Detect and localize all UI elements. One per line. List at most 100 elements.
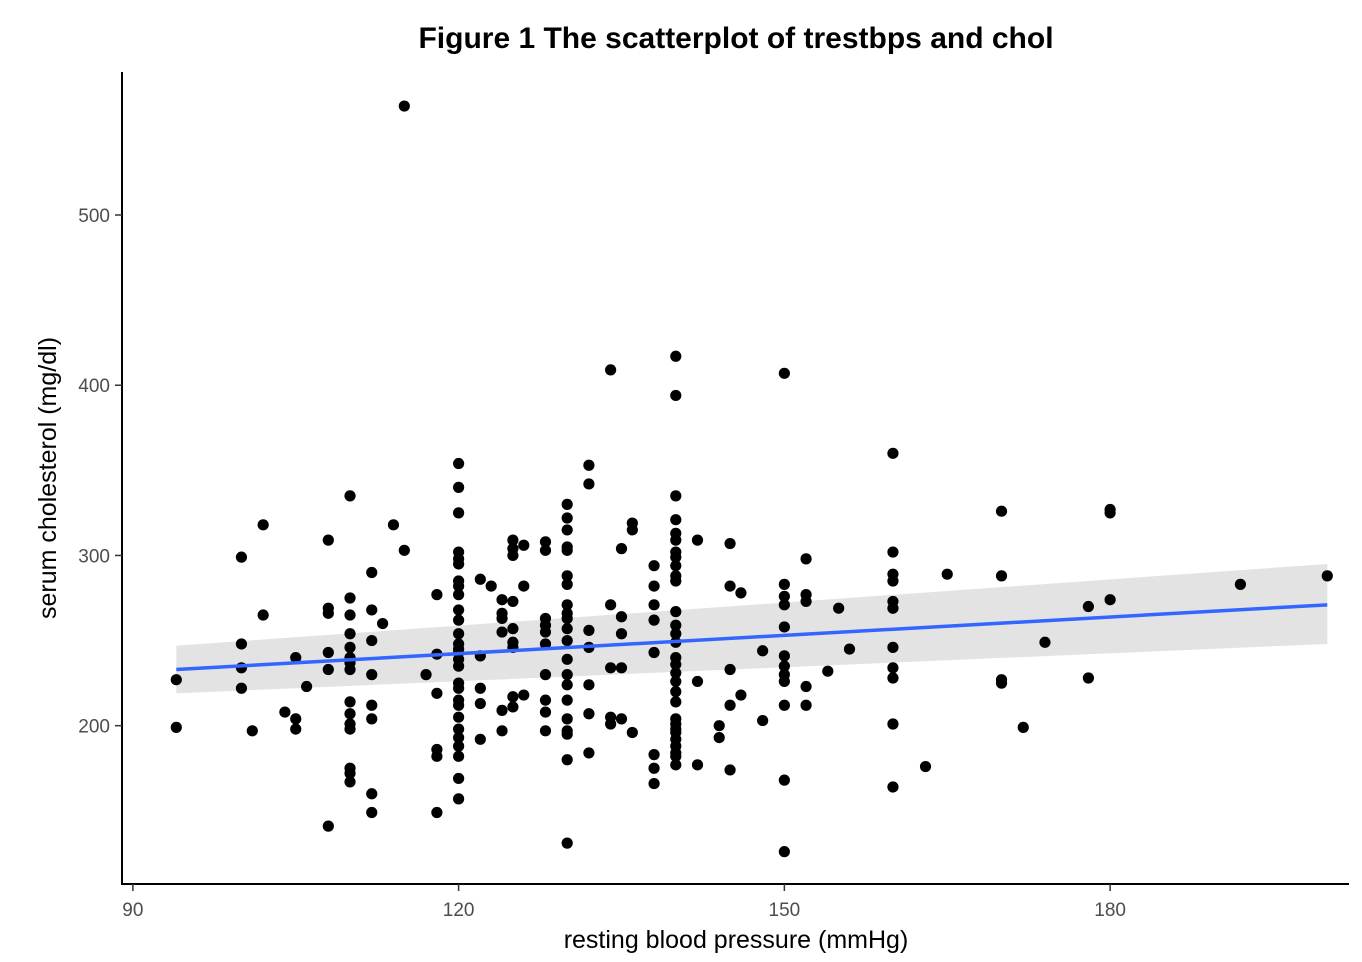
data-point [561,612,573,625]
data-point [539,638,552,650]
data-point [724,764,736,776]
data-point [724,663,736,676]
data-point [843,643,856,655]
data-point [1104,507,1116,519]
data-point [561,837,573,849]
data-point [778,599,790,611]
data-point [670,551,682,563]
data-point [605,364,617,376]
data-point [615,611,628,623]
trend-line-layer [176,603,1328,672]
data-point [1082,600,1094,613]
data-point [561,599,573,611]
data-point [453,723,465,735]
data-point [583,679,595,691]
chart-title: Figure 1 The scatterplot of trestbps and… [418,22,1053,55]
data-point [496,612,508,625]
data-point [670,628,682,640]
data-point [615,628,628,640]
data-point [626,726,638,739]
data-point [344,767,356,779]
data-point [724,699,736,711]
data-point [583,708,595,720]
data-point [561,524,573,536]
data-point [366,699,378,711]
data-point [431,589,443,601]
data-point [496,704,508,716]
data-point [322,646,334,659]
data-point [778,621,790,633]
data-point [887,672,899,684]
y-axis-ticks: 200 300 400 500 [78,206,122,738]
data-point [507,595,519,608]
data-point [366,634,378,647]
data-point [474,697,486,710]
data-point [453,614,465,626]
data-point [670,389,682,402]
data-point [648,599,660,611]
data-point [713,720,725,732]
data-point [235,682,248,694]
data-point [539,669,552,681]
data-point [398,544,410,556]
data-point [605,599,617,611]
data-point [290,723,302,735]
data-point [670,560,682,572]
data-point [670,575,682,587]
data-point [778,660,790,672]
data-point [344,592,356,604]
data-point [561,728,573,740]
data-point [518,539,530,551]
data-point [453,682,465,694]
data-point [431,687,443,699]
data-point [453,793,465,805]
data-point [648,614,660,626]
data-point [724,537,736,550]
data-point [453,660,465,672]
data-point [496,626,508,638]
data-point [377,617,389,630]
data-point [691,534,704,546]
data-point [474,682,486,694]
data-point [800,699,812,711]
data-point [822,665,834,677]
data-point [778,774,790,786]
data-point [431,750,443,762]
data-point [485,580,497,592]
data-point [670,759,682,771]
data-point [648,560,660,572]
data-point [344,628,356,640]
data-point [670,350,682,362]
data-point [735,587,747,599]
data-point [366,806,378,819]
data-point [605,718,617,730]
data-point [670,675,682,688]
data-point [778,578,790,590]
data-point [561,694,573,706]
data-point [539,536,552,548]
data-point [290,651,302,664]
data-point [561,570,573,582]
data-point [1082,672,1094,684]
data-point [496,725,508,737]
data-point [670,606,682,618]
confidence-band [176,563,1328,694]
data-point [670,686,682,698]
data-point [995,677,1008,689]
trend-line [176,603,1328,672]
data-point [453,507,465,519]
data-point [887,718,899,730]
data-point [539,725,552,737]
y-tick-label: 200 [78,717,110,738]
data-point [398,100,410,112]
data-point [453,711,465,723]
y-tick-label: 300 [78,546,110,567]
data-point [257,609,269,621]
data-point [724,580,736,592]
data-point [300,680,313,693]
data-point [626,524,638,536]
data-point [670,490,682,502]
data-point [453,740,465,752]
data-point [474,733,486,745]
